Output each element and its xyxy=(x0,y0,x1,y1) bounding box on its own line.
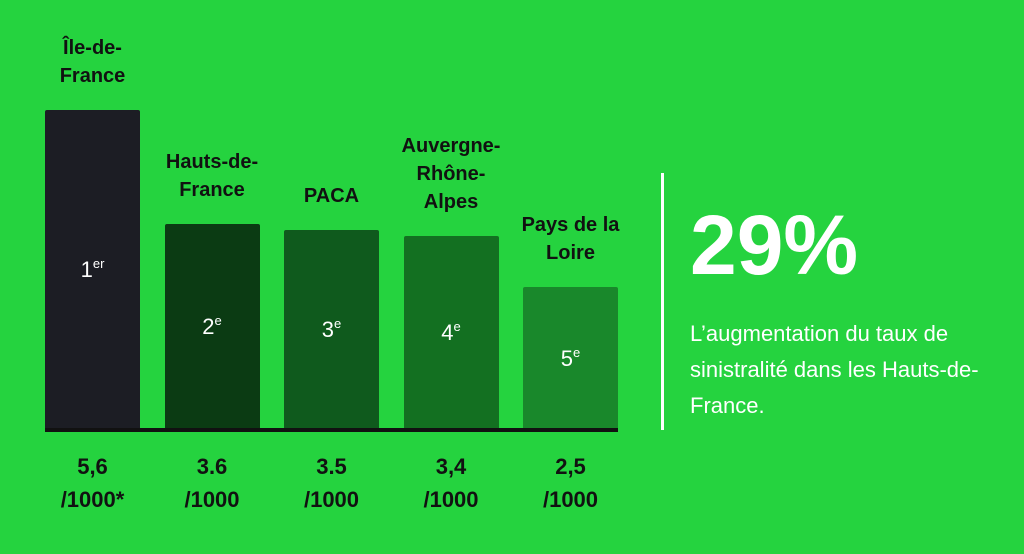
rank-label: 3e xyxy=(284,316,379,343)
rank-label: 1er xyxy=(45,256,140,283)
highlight-value: 29% xyxy=(690,198,859,292)
rank-label: 5e xyxy=(523,345,618,372)
category-label: Pays de la Loire xyxy=(521,214,620,265)
rank-label: 4e xyxy=(404,319,499,346)
chart: Île-de-France 1er 5,6 /1000* Hauts-de-Franc… xyxy=(45,37,620,512)
rank-suffix: e xyxy=(334,316,342,331)
value-label: 3,4 /1000 xyxy=(423,454,479,512)
rank-number: 2 xyxy=(202,314,215,340)
highlight-text: L’augmentation du taux de sinistralité d… xyxy=(690,321,979,418)
rank-number: 4 xyxy=(441,319,454,345)
rank-number: 3 xyxy=(321,317,334,342)
bar xyxy=(284,230,379,430)
category-label: Île-de-France xyxy=(59,37,126,87)
value-label: 3.6 /1000 xyxy=(184,454,240,512)
rank-suffix: e xyxy=(573,344,581,360)
rank-number: 1 xyxy=(80,257,93,282)
rank-number: 5 xyxy=(560,345,573,371)
value-label: 3.5 /1000 xyxy=(303,454,360,512)
value-label: 5,6 /1000* xyxy=(60,454,125,512)
category-label: PACA xyxy=(303,185,360,207)
value-label: 2,5 /1000 xyxy=(542,454,599,512)
bar xyxy=(164,224,260,430)
rank-suffix: e xyxy=(453,318,461,334)
category-label: Auvergne-Rhône-Alpes xyxy=(401,134,501,213)
rank-suffix: e xyxy=(214,313,222,329)
rank-suffix: er xyxy=(92,256,105,271)
baseline xyxy=(45,428,618,432)
bar xyxy=(403,235,499,430)
category-label: Hauts-de-France xyxy=(165,151,259,202)
rank-label: 2e xyxy=(165,313,260,340)
divider xyxy=(661,173,664,430)
bar xyxy=(45,110,140,430)
bar xyxy=(523,287,618,430)
